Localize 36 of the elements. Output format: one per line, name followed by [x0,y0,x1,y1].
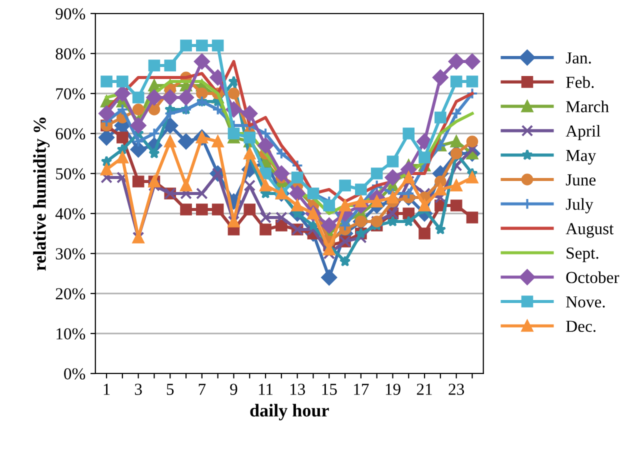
legend-label: August [566,223,614,238]
y-tick-label: 0% [64,368,86,380]
y-tick-label: 80% [56,48,86,60]
y-tick-label: 50% [56,168,86,180]
x-tick-label: 7 [198,384,206,395]
x-tick-label: 11 [258,384,273,395]
x-tick-label: 17 [354,384,369,395]
y-axis-title: relative humidity % [33,118,50,271]
x-tick-label: 23 [448,384,464,395]
legend-label: March [566,100,609,112]
x-tick-label: 1 [104,384,110,395]
legend-label: Feb. [566,76,594,88]
legend-label: October [566,271,620,284]
x-tick-label: 21 [416,384,432,395]
legend-label: May [566,150,596,165]
x-tick-label: 3 [134,384,142,395]
x-tick-label: 13 [290,384,306,395]
legend-label: June [566,174,596,186]
legend-label: Nove. [566,296,605,308]
legend-label: July [566,198,594,214]
y-tick-label: 20% [56,288,86,300]
legend-label: Dec. [566,320,596,332]
x-tick-label: 9 [230,384,238,395]
legend-label: April [566,124,600,140]
y-tick-label: 40% [55,208,86,220]
legend-label: Jan. [566,52,591,64]
y-tick-label: 70% [56,88,86,100]
x-axis-title: daily hour [250,404,329,420]
x-tick-label: 19 [386,384,400,395]
x-tick-label: 5 [166,384,174,395]
y-tick-label: 60% [56,128,86,140]
x-tick-label: 15 [322,384,337,395]
y-tick-label: 10% [56,328,86,340]
legend-label: Sept. [566,248,598,262]
y-tick-label: 90% [56,8,86,20]
y-tick-label: 30% [56,248,86,260]
